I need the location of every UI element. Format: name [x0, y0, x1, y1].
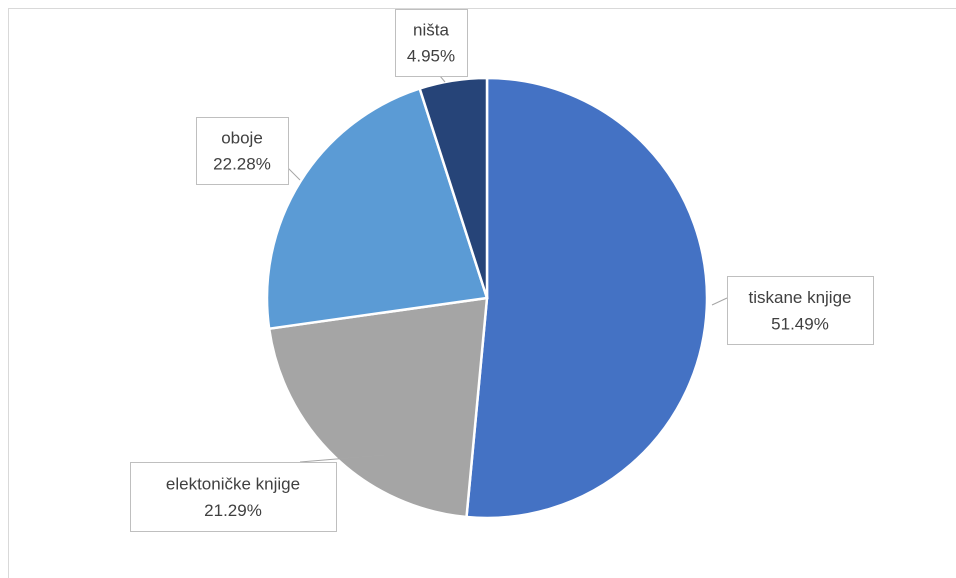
- leader-line: [287, 167, 301, 181]
- label-box: [130, 462, 337, 532]
- pie-slice: [267, 296, 489, 519]
- leader-line: [711, 297, 728, 306]
- label-box: [395, 9, 468, 77]
- value-label: 21.29%: [204, 501, 262, 520]
- category-label: oboje: [221, 129, 263, 148]
- label-box: [196, 117, 289, 185]
- category-label: elektoničke knjige: [166, 474, 300, 493]
- pie-slice: [265, 86, 489, 331]
- leader-line: [299, 454, 386, 463]
- label-box: [727, 276, 874, 345]
- value-label: 22.28%: [213, 155, 271, 174]
- category-label: tiskane knjige: [748, 288, 851, 307]
- pie-slice: [465, 76, 709, 520]
- value-label: 4.95%: [407, 47, 455, 66]
- value-label: 51.49%: [771, 314, 829, 333]
- category-label: ništa: [413, 21, 449, 40]
- pie-slice: [418, 76, 489, 299]
